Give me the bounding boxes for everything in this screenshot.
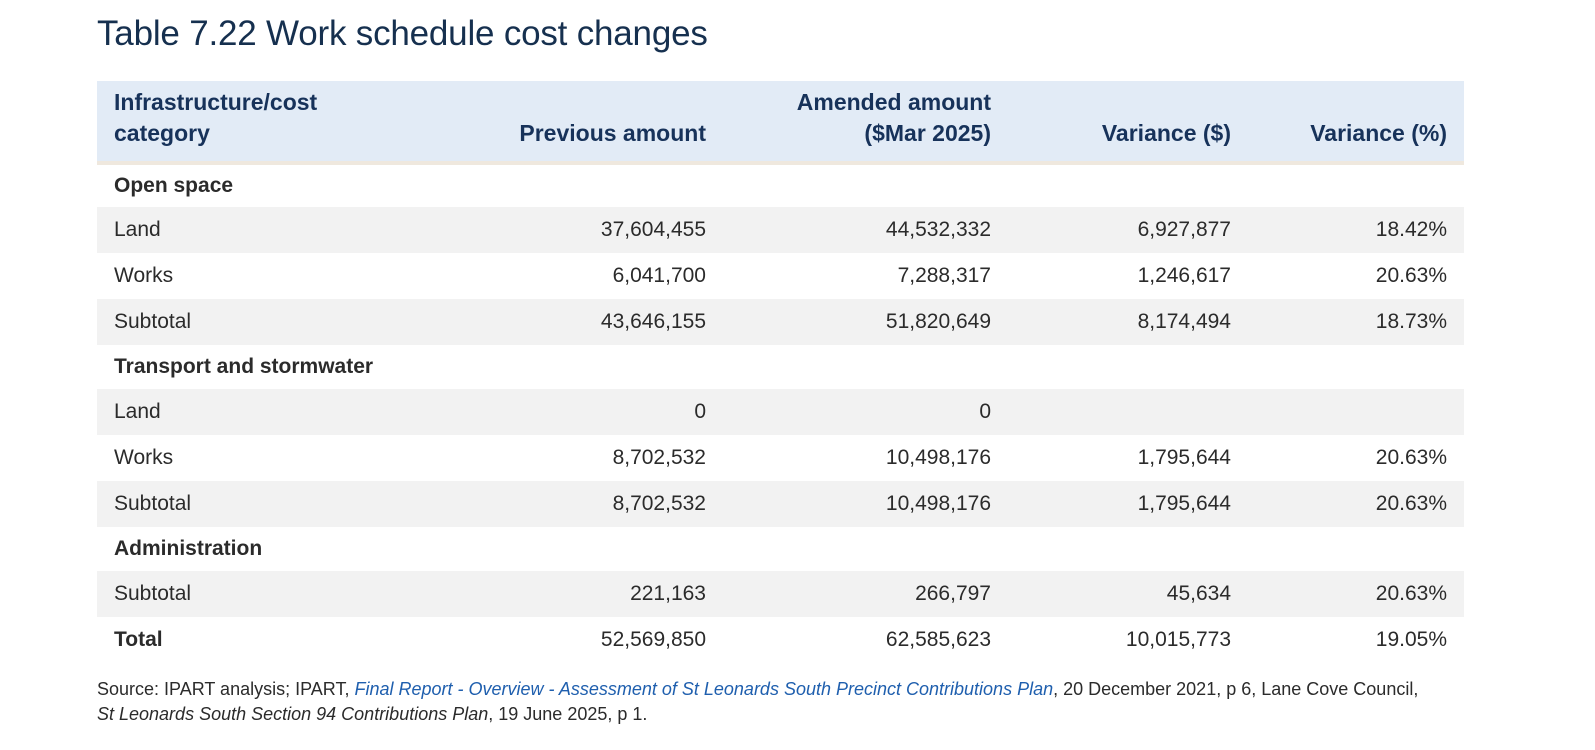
table-title: Table 7.22 Work schedule cost changes xyxy=(97,14,708,53)
variance-dollar-cell: 1,795,644 xyxy=(1008,481,1248,527)
header-variance-percent: Variance (%) xyxy=(1248,81,1464,165)
cost-changes-table: Infrastructure/cost category Previous am… xyxy=(97,81,1464,663)
previous-amount-cell: 0 xyxy=(397,389,723,435)
header-category-line1: Infrastructure/cost xyxy=(114,89,318,115)
previous-amount-cell: 37,604,455 xyxy=(397,207,723,253)
total-amended-amount: 62,585,623 xyxy=(885,628,991,651)
row-label: Subtotal xyxy=(97,299,397,345)
amended-amount-cell: 44,532,332 xyxy=(723,207,1008,253)
variance-dollar-cell: 45,634 xyxy=(1008,571,1248,617)
header-variance-dollar: Variance ($) xyxy=(1008,81,1248,165)
source-note: Source: IPART analysis; IPART, Final Rep… xyxy=(97,677,1437,727)
amended-amount-cell: 0 xyxy=(723,389,1008,435)
section-heading: Open space xyxy=(114,174,234,197)
source-suffix: , 19 June 2025, p 1. xyxy=(488,704,648,724)
variance-percent-cell: 20.63% xyxy=(1375,446,1447,469)
source-after-report: , 20 December 2021, p 6, Lane Cove Counc… xyxy=(1053,679,1419,699)
amended-amount-cell: 266,797 xyxy=(723,571,1008,617)
table-row: Works 6,041,700 7,288,317 1,246,617 20.6… xyxy=(97,253,1464,299)
table-row: Works 8,702,532 10,498,176 1,795,644 20.… xyxy=(97,435,1464,481)
previous-amount-cell: 8,702,532 xyxy=(397,481,723,527)
table-row: Subtotal 221,163 266,797 45,634 20.63% xyxy=(97,571,1464,617)
variance-percent-cell: 20.63% xyxy=(1248,571,1464,617)
table-header-row: Infrastructure/cost category Previous am… xyxy=(97,81,1464,165)
total-variance-dollar: 10,015,773 xyxy=(1125,628,1231,651)
previous-amount-cell: 8,702,532 xyxy=(612,446,706,469)
header-amended-line2: ($Mar 2025) xyxy=(864,120,991,146)
row-label: Works xyxy=(114,264,174,287)
amended-amount-cell: 10,498,176 xyxy=(885,446,991,469)
amended-amount-cell: 10,498,176 xyxy=(723,481,1008,527)
row-label: Subtotal xyxy=(97,481,397,527)
row-label: Land xyxy=(97,207,397,253)
row-label: Works xyxy=(114,446,174,469)
amended-amount-cell: 7,288,317 xyxy=(897,264,991,287)
section-row-open-space: Open space xyxy=(97,163,1464,207)
table-row: Subtotal 8,702,532 10,498,176 1,795,644 … xyxy=(97,481,1464,527)
table-row: Subtotal 43,646,155 51,820,649 8,174,494… xyxy=(97,299,1464,345)
header-previous-amount: Previous amount xyxy=(397,81,723,165)
amended-amount-cell: 51,820,649 xyxy=(723,299,1008,345)
section-heading: Transport and stormwater xyxy=(114,355,374,378)
header-amended-amount: Amended amount ($Mar 2025) xyxy=(723,81,1008,165)
row-label: Land xyxy=(97,389,397,435)
source-plan-title: St Leonards South Section 94 Contributio… xyxy=(97,704,489,724)
total-label: Total xyxy=(114,628,163,651)
total-row: Total 52,569,850 62,585,623 10,015,773 1… xyxy=(97,617,1464,663)
row-label: Subtotal xyxy=(97,571,397,617)
variance-dollar-cell: 1,795,644 xyxy=(1137,446,1231,469)
section-row-administration: Administration xyxy=(97,527,1464,571)
variance-percent-cell: 18.73% xyxy=(1248,299,1464,345)
previous-amount-cell: 6,041,700 xyxy=(612,264,706,287)
variance-percent-cell: 20.63% xyxy=(1248,481,1464,527)
header-amended-line1: Amended amount xyxy=(796,89,991,115)
variance-dollar-cell xyxy=(1008,389,1248,435)
total-previous-amount: 52,569,850 xyxy=(600,628,706,651)
variance-percent-cell: 20.63% xyxy=(1375,264,1447,287)
header-category: Infrastructure/cost category xyxy=(97,81,397,165)
variance-percent-cell: 18.42% xyxy=(1248,207,1464,253)
variance-dollar-cell: 8,174,494 xyxy=(1008,299,1248,345)
section-row-transport: Transport and stormwater xyxy=(97,345,1464,389)
source-prefix: Source: IPART analysis; IPART, xyxy=(97,679,355,699)
table-row: Land 0 0 xyxy=(97,389,1464,435)
total-variance-percent: 19.05% xyxy=(1375,628,1447,651)
section-heading: Administration xyxy=(114,537,263,560)
previous-amount-cell: 221,163 xyxy=(397,571,723,617)
table-row: Land 37,604,455 44,532,332 6,927,877 18.… xyxy=(97,207,1464,253)
variance-dollar-cell: 1,246,617 xyxy=(1137,264,1231,287)
variance-dollar-cell: 6,927,877 xyxy=(1008,207,1248,253)
header-category-line2: category xyxy=(114,120,210,146)
variance-percent-cell xyxy=(1248,389,1464,435)
previous-amount-cell: 43,646,155 xyxy=(397,299,723,345)
source-report-link[interactable]: Final Report - Overview - Assessment of … xyxy=(354,679,1054,699)
